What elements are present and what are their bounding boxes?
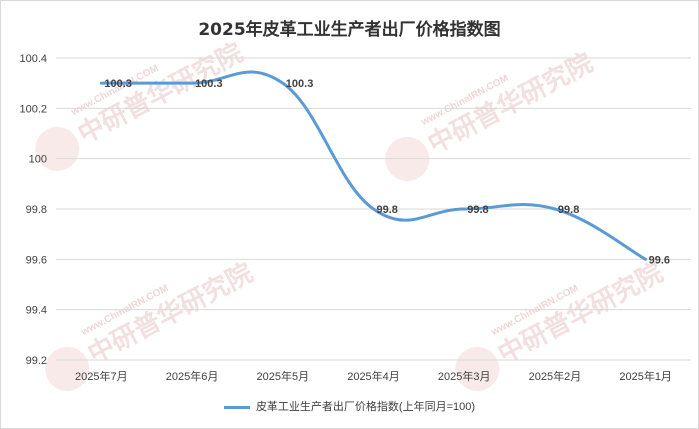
data-label: 100.3	[104, 78, 132, 90]
y-tick-label: 99.6	[26, 254, 47, 266]
watermark-logo	[35, 126, 80, 171]
data-label: 99.6	[649, 254, 670, 266]
data-label: 99.8	[467, 204, 488, 216]
legend-swatch	[223, 405, 250, 409]
legend: 皮革工业生产者出厂价格指数(上年同月=100)	[1, 398, 698, 414]
y-tick-label: 100	[29, 154, 47, 166]
series-line	[99, 70, 648, 261]
legend-label: 皮革工业生产者出厂价格指数(上年同月=100)	[255, 401, 476, 413]
y-tick-label: 100.2	[19, 103, 47, 115]
x-tick-label: 2025年7月	[75, 369, 128, 383]
y-tick-label: 99.8	[26, 204, 47, 216]
watermark-logo	[45, 346, 90, 391]
chart-title: 2025年皮革工业生产者出厂价格指数图	[198, 20, 501, 40]
x-axis-ticks: 2025年7月 2025年6月 2025年5月 2025年4月 2025年3月 2025年…	[75, 369, 672, 383]
data-labels: 100.3 100.3 100.3 99.8 99.8 99.8 99.6	[104, 78, 670, 266]
data-label: 99.8	[558, 204, 579, 216]
x-tick-label: 2025年4月	[347, 369, 400, 383]
x-tick-label: 2025年3月	[438, 369, 491, 383]
x-tick-label: 2025年1月	[619, 369, 672, 383]
x-tick-label: 2025年2月	[529, 369, 582, 383]
watermark-logo	[455, 346, 500, 391]
series-layer	[99, 70, 648, 261]
x-tick-label: 2025年6月	[166, 369, 219, 383]
data-label: 100.3	[195, 78, 223, 90]
data-label: 100.3	[286, 78, 314, 90]
grid-lines	[56, 57, 691, 361]
x-tick-label: 2025年5月	[256, 369, 309, 383]
y-tick-label: 99.2	[26, 355, 47, 367]
y-axis-ticks: 99.2 99.4 99.6 99.8 100 100.2 100.4	[19, 53, 47, 367]
data-label: 99.8	[377, 204, 398, 216]
y-tick-label: 100.4	[19, 53, 47, 65]
y-tick-label: 99.4	[26, 305, 47, 317]
